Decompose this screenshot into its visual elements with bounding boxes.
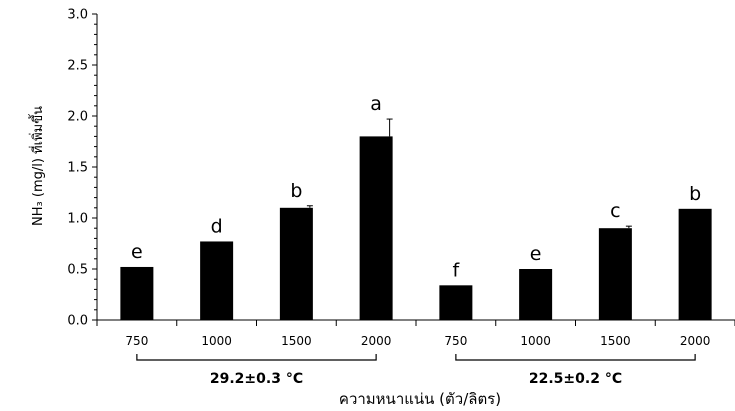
significance-letter: b — [689, 183, 701, 205]
y-tick-label: 3.0 — [67, 8, 88, 23]
bar — [678, 208, 712, 320]
y-tick-label: 2.0 — [67, 110, 88, 125]
significance-letters: e d b a f e c b — [131, 93, 701, 281]
group-brackets: 29.2±0.3 °C 22.5±0.2 °C — [136, 354, 696, 387]
bar — [200, 241, 234, 320]
y-axis: 0.0 0.5 1.0 1.5 2.0 2.5 3.0 — [67, 8, 98, 329]
bar — [439, 285, 473, 320]
group-label: 22.5±0.2 °C — [529, 371, 622, 387]
significance-letter: a — [370, 93, 382, 115]
group-bracket — [136, 354, 377, 361]
y-tick-label: 0.5 — [67, 263, 88, 278]
y-axis-label: NH₃ (mg/l) ที่เพิ่มขึ้น — [28, 106, 46, 226]
significance-letter: e — [131, 241, 143, 263]
x-tick-label: 750 — [125, 334, 148, 348]
significance-letter: d — [211, 215, 223, 237]
x-tick-label: 2000 — [680, 334, 711, 348]
x-tick-label: 1500 — [600, 334, 631, 348]
x-tick-label: 1500 — [281, 334, 312, 348]
y-tick-label: 2.5 — [67, 59, 88, 74]
significance-letter: f — [453, 259, 461, 281]
group-bracket — [455, 354, 696, 361]
bar — [279, 207, 313, 320]
bar — [359, 136, 393, 320]
group-label: 29.2±0.3 °C — [210, 371, 303, 387]
x-axis-label: ความหนาแน่น (ตัว/ลิตร) — [339, 390, 501, 408]
x-tick-label: 2000 — [361, 334, 392, 348]
x-tick-label: 1000 — [520, 334, 551, 348]
y-tick-label: 0.0 — [67, 314, 88, 329]
error-bars — [306, 118, 632, 229]
bar — [598, 228, 632, 320]
x-tick-label: 750 — [444, 334, 467, 348]
significance-letter: e — [530, 243, 542, 265]
y-tick-label: 1.5 — [67, 161, 88, 176]
significance-letter: c — [610, 200, 620, 222]
x-tick-label: 1000 — [201, 334, 232, 348]
bar — [519, 269, 553, 320]
significance-letter: b — [290, 180, 302, 202]
bar — [120, 266, 154, 320]
bars — [120, 136, 712, 320]
y-tick-label: 1.0 — [67, 212, 88, 227]
x-axis: 750 1000 1500 2000 750 1000 1500 2000 — [96, 319, 735, 348]
